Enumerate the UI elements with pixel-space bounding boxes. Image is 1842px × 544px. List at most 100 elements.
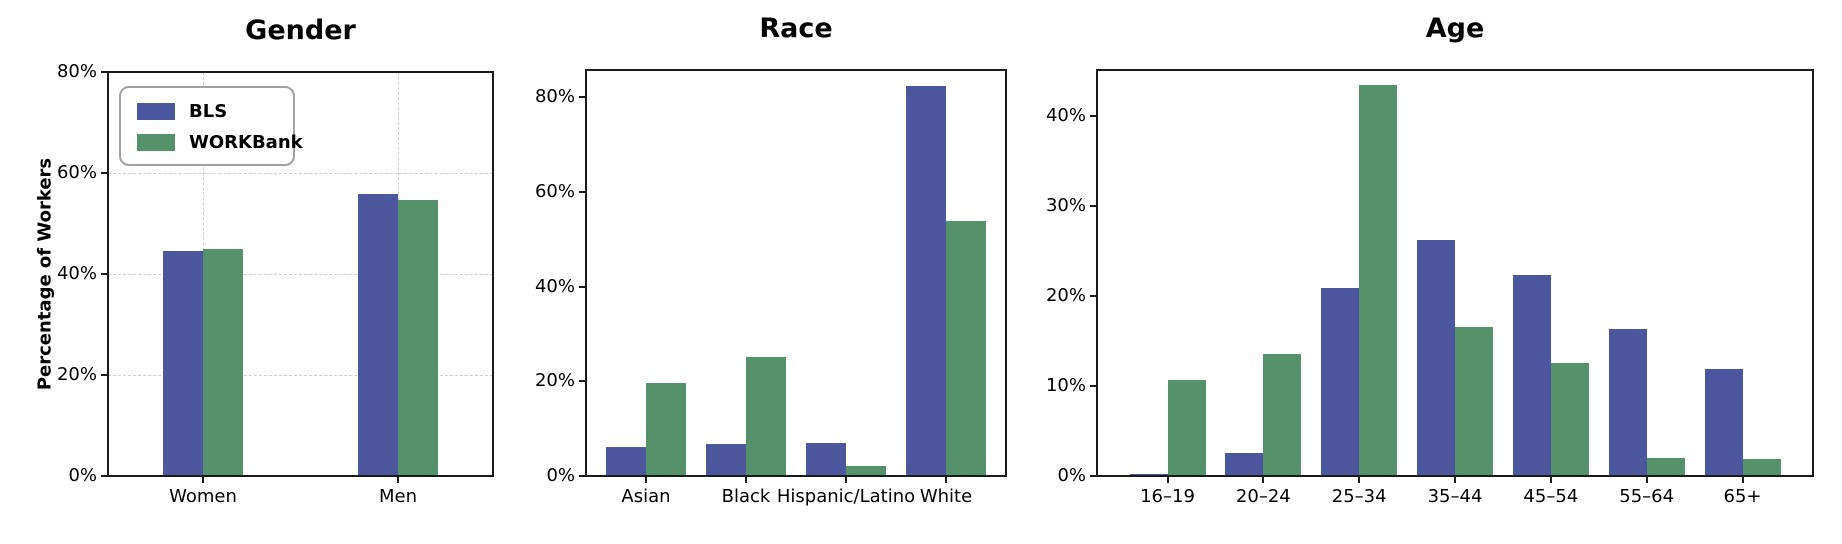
x-tick-mark <box>202 477 204 483</box>
bar-bls-women <box>163 251 203 476</box>
x-tick-label: Women <box>169 486 237 507</box>
bar-bls-asian <box>606 447 646 476</box>
bar-workbank-asian <box>646 382 686 476</box>
x-tick-label: Black <box>721 486 771 507</box>
workbank-legend-label: WORKBank <box>189 131 303 153</box>
x-tick-label: 25–34 <box>1331 486 1387 507</box>
x-tick-label: Asian <box>621 486 671 507</box>
bar-bls-men <box>358 193 398 476</box>
y-tick-mark <box>101 71 107 73</box>
bar-workbank-45-54 <box>1550 362 1589 476</box>
y-tick-label: 80% <box>56 61 97 82</box>
workbank-color-swatch <box>137 133 175 151</box>
bar-workbank-white <box>946 221 986 476</box>
bar-bls-45-54 <box>1512 275 1551 476</box>
bar-bls-55-64 <box>1608 329 1647 476</box>
legend-item-workbank: WORKBank <box>137 131 303 153</box>
x-tick-mark <box>745 477 747 483</box>
y-tick-mark <box>1090 475 1096 477</box>
bar-bls-hispanic-latino <box>806 442 846 476</box>
x-tick-label: 65+ <box>1723 486 1762 507</box>
x-tick-label: 16–19 <box>1140 486 1195 507</box>
bar-workbank-25-34 <box>1359 85 1398 476</box>
y-tick-label: 40% <box>56 263 97 284</box>
y-tick-mark <box>1090 384 1096 387</box>
y-tick-label: 20% <box>1045 284 1086 306</box>
bar-workbank-65+ <box>1742 458 1781 476</box>
bar-workbank-35-44 <box>1455 326 1493 476</box>
y-tick-label: 0% <box>68 465 97 486</box>
y-tick-mark <box>579 475 585 477</box>
x-tick-mark <box>397 477 399 483</box>
x-tick-mark <box>1741 477 1744 483</box>
y-tick-label: 20% <box>56 364 97 385</box>
bar-workbank-20-24 <box>1263 353 1302 476</box>
age-chart-title: Age <box>1425 13 1485 44</box>
y-axis-label: Percentage of Workers <box>34 157 56 391</box>
y-tick-mark <box>579 380 585 383</box>
x-tick-label: 45–54 <box>1523 486 1579 507</box>
y-tick-mark <box>1090 294 1096 297</box>
y-tick-mark <box>101 273 107 275</box>
y-tick-mark <box>579 96 585 99</box>
bls-legend-label: BLS <box>189 100 228 122</box>
bar-workbank-16-19 <box>1167 379 1206 476</box>
x-tick-label: 20–24 <box>1235 486 1291 507</box>
y-tick-mark <box>579 285 585 288</box>
gridline-horizontal <box>108 273 493 275</box>
bar-bls-black <box>706 443 746 476</box>
bar-workbank-hispanic-latino <box>846 466 886 476</box>
x-tick-mark <box>845 477 847 483</box>
bls-color-swatch <box>137 102 175 120</box>
gender-chart-title: Gender <box>245 15 356 46</box>
x-tick-mark <box>1262 477 1265 483</box>
y-tick-mark <box>101 475 107 477</box>
y-tick-label: 40% <box>1045 104 1086 126</box>
y-tick-label: 60% <box>56 162 97 183</box>
gridline-vertical <box>202 72 204 476</box>
y-tick-label: 40% <box>534 275 575 297</box>
y-tick-mark <box>101 374 107 376</box>
plot-frame <box>1096 69 1814 477</box>
bar-bls-20-24 <box>1225 452 1264 476</box>
bar-bls-16-19 <box>1129 474 1168 476</box>
x-tick-mark <box>1645 477 1648 483</box>
bar-workbank-men <box>398 200 438 476</box>
y-tick-mark <box>1090 114 1096 117</box>
y-tick-label: 0% <box>546 465 575 486</box>
y-tick-label: 30% <box>1045 194 1086 216</box>
plot-frame <box>585 69 1007 477</box>
x-tick-mark <box>1358 477 1361 483</box>
gridline-vertical <box>397 72 399 476</box>
y-tick-mark <box>579 191 585 194</box>
y-tick-label: 0% <box>1057 465 1086 486</box>
bar-bls-35-44 <box>1417 240 1455 476</box>
y-tick-label: 20% <box>534 370 575 392</box>
x-tick-mark <box>1549 477 1552 483</box>
plot-frame <box>107 71 494 477</box>
x-tick-mark <box>1166 477 1169 483</box>
y-tick-label: 80% <box>534 86 575 108</box>
race-chart-title: Race <box>759 13 833 44</box>
x-tick-mark <box>645 477 647 483</box>
legend-item-bls: BLS <box>137 100 228 122</box>
legend: BLS WORKBank <box>119 86 303 166</box>
y-tick-label: 10% <box>1045 374 1086 396</box>
gridline-horizontal <box>108 374 493 376</box>
bar-bls-65+ <box>1704 368 1743 476</box>
bar-workbank-black <box>746 356 786 476</box>
bar-workbank-55-64 <box>1646 457 1685 476</box>
x-tick-label: 55–64 <box>1619 486 1675 507</box>
x-tick-label: Hispanic/Latino <box>776 486 916 507</box>
x-tick-label: 35–44 <box>1427 486 1483 507</box>
bar-bls-25-34 <box>1321 287 1360 476</box>
bar-workbank-women <box>203 249 243 476</box>
x-tick-mark <box>1454 477 1456 483</box>
x-tick-mark <box>945 477 947 483</box>
bar-bls-white <box>906 85 946 476</box>
x-tick-label: White <box>919 486 973 507</box>
